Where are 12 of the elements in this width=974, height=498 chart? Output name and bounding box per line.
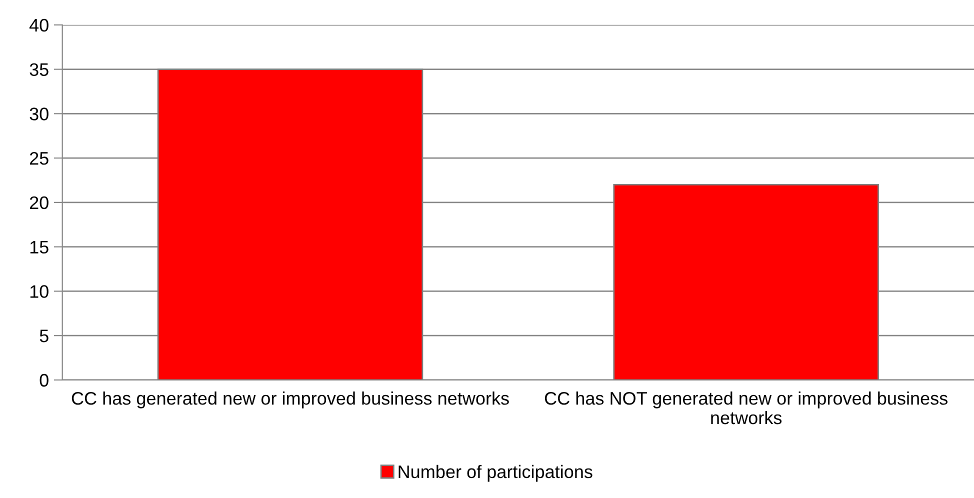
y-tick-label: 10 — [30, 285, 48, 298]
y-tick-label: 30 — [30, 108, 48, 120]
y-tick-label: 25 — [30, 152, 48, 165]
y-tick-label: 0 — [40, 374, 48, 387]
y-tick-label: 5 — [40, 330, 48, 342]
y-tick-label: 35 — [30, 63, 48, 76]
y-tick-label: 20 — [30, 196, 48, 210]
x-tick-label: CC has generated new or improved business networks — [72, 392, 509, 408]
legend-label: Number of participations — [398, 464, 592, 482]
y-tick-label: 40 — [29, 18, 48, 32]
y-tick-label: 15 — [30, 240, 48, 254]
x-tick-label: CC has NOT generated new or improved business networks — [544, 392, 948, 424]
